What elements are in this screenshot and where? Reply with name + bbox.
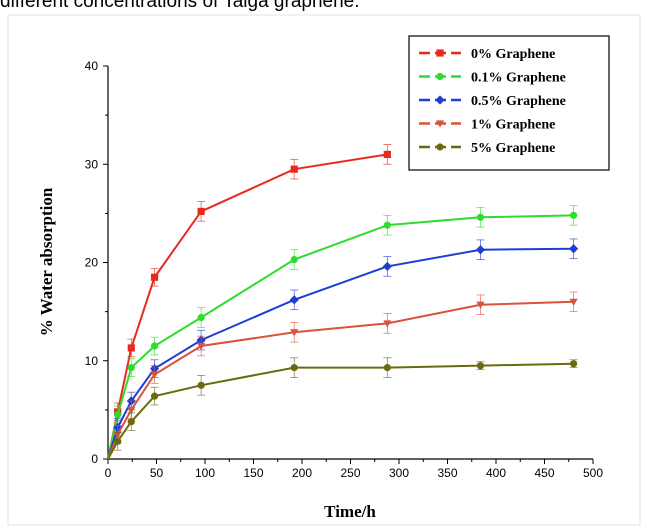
y-tick-label: 10 (85, 354, 99, 368)
x-tick-label: 200 (292, 466, 312, 480)
x-tick-label: 100 (195, 466, 215, 480)
data-point (290, 329, 299, 337)
series-line (107, 214, 574, 460)
y-tick-label: 30 (85, 157, 99, 171)
series-2 (107, 238, 579, 460)
legend: 0% Graphene 0.1% Graphene 0.5% Graphene 1% … (408, 35, 610, 171)
figure-border (7, 14, 641, 526)
data-point (114, 411, 122, 419)
y-tick-label: 0 (91, 452, 98, 466)
series-line (107, 153, 388, 460)
data-point (197, 342, 206, 351)
x-tick-label: 350 (437, 466, 457, 480)
data-point (475, 245, 486, 255)
legend-label: 0.1% Graphene (471, 71, 566, 86)
legend-marker (436, 49, 444, 57)
x-tick-label: 300 (389, 466, 409, 480)
series-0 (107, 144, 392, 460)
x-tick-label: 0 (105, 466, 112, 480)
legend-label: 0% Graphene (471, 47, 555, 62)
data-point (382, 261, 392, 272)
data-point (290, 255, 298, 264)
y-tick-label: 40 (85, 59, 99, 73)
data-point (569, 244, 579, 254)
data-point (150, 273, 159, 281)
series-line (107, 300, 574, 460)
data-point (150, 342, 159, 350)
series-line (107, 362, 574, 460)
x-tick-label: 50 (150, 466, 164, 480)
x-tick-label: 250 (340, 466, 360, 480)
data-point (114, 437, 122, 445)
data-point (476, 301, 485, 309)
data-point (150, 392, 159, 400)
data-point (383, 320, 392, 328)
legend-marker (436, 72, 444, 81)
x-tick-label: 400 (486, 466, 506, 480)
data-point (197, 207, 205, 216)
legend-label: 1% Graphene (471, 118, 555, 133)
data-point (127, 406, 136, 414)
x-axis-title: Time/h (324, 502, 376, 521)
data-point (290, 165, 298, 173)
legend-label: 5% Graphene (471, 141, 555, 156)
data-point (150, 371, 159, 379)
data-point (289, 295, 299, 305)
data-point (476, 362, 485, 370)
data-point (570, 211, 578, 219)
data-point (127, 344, 135, 352)
legend-marker (435, 95, 445, 105)
legend-label: 0.5% Graphene (471, 94, 566, 109)
plot-area: 0 50 100 150 200 250 300 350 400 450 500 0 10 20 30 40 (85, 59, 604, 480)
legend-marker (435, 120, 445, 128)
data-point (383, 150, 391, 159)
y-tick-label: 20 (85, 256, 99, 270)
legend-marker (436, 143, 444, 151)
data-point (127, 418, 135, 426)
data-point (383, 221, 391, 229)
x-tick-label: 150 (243, 466, 263, 480)
series-4 (107, 357, 578, 460)
series-3 (107, 291, 578, 460)
x-tick-label: 450 (534, 466, 554, 480)
data-point (197, 381, 205, 389)
data-point (290, 364, 298, 372)
data-point (476, 213, 485, 221)
figure-caption: different concentrations of Talga graphe… (0, 0, 360, 12)
y-axis-title: % Water absorption (37, 187, 56, 336)
data-point (383, 364, 391, 372)
series-line (107, 247, 574, 460)
data-point (197, 313, 205, 322)
data-point (569, 298, 578, 306)
x-tick-label: 500 (583, 466, 603, 480)
data-point (127, 364, 135, 372)
data-point (570, 360, 578, 368)
